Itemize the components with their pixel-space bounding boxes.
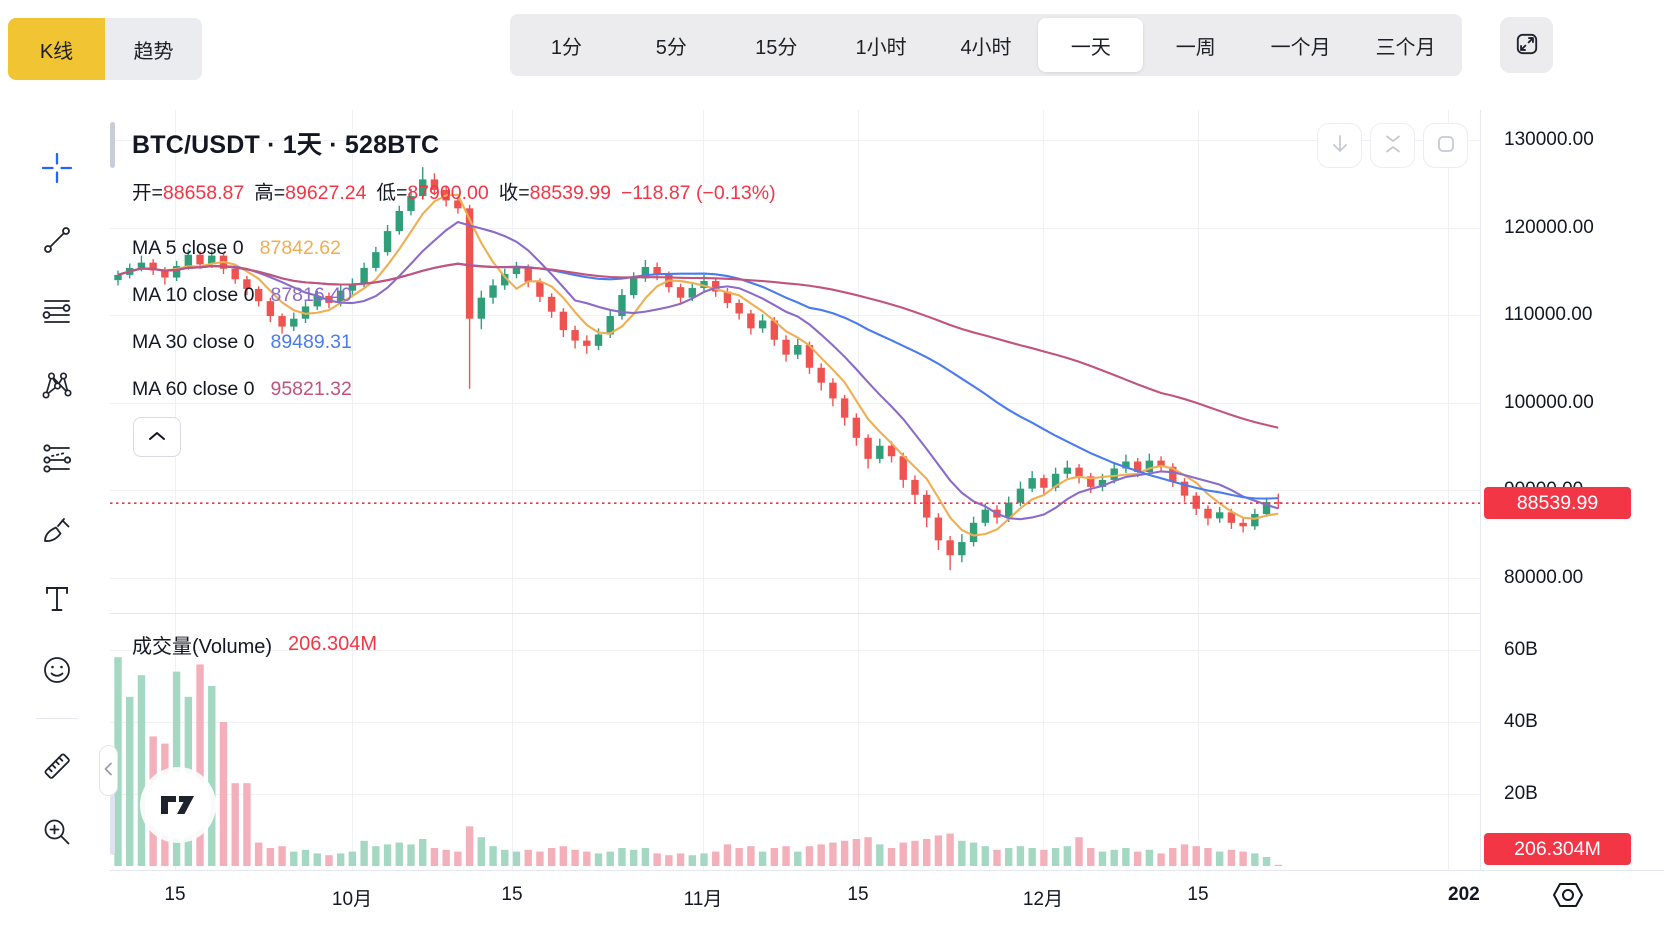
- timeframe-tab-5分[interactable]: 5分: [655, 36, 687, 59]
- current-price-badge: 88539.99: [1484, 487, 1631, 519]
- time-axis[interactable]: 15 10月 15 11月 15 12月 15 2026: [110, 870, 1480, 930]
- timeframe-tab-1小时[interactable]: 1小时: [855, 36, 907, 59]
- volume-value: 206.304M: [288, 632, 377, 655]
- trend-line-icon[interactable]: [40, 223, 74, 257]
- text-tool-icon[interactable]: [40, 582, 74, 616]
- volume-axis-label: 20B: [1504, 783, 1538, 804]
- time-axis-label: 15: [164, 884, 186, 905]
- price-axis-label: 120000.00: [1504, 216, 1594, 238]
- candlestick-chart[interactable]: [110, 110, 1480, 870]
- timeframe-bar: 1分 5分 15分 1小时 4小时 一天 一周 一个月 三个月: [510, 14, 1462, 76]
- emoji-icon[interactable]: [40, 653, 74, 687]
- tradingview-logo[interactable]: [145, 772, 211, 838]
- fib-lines-icon[interactable]: [40, 295, 74, 329]
- ruler-icon[interactable]: [40, 749, 74, 783]
- move-pane-down-button[interactable]: [1317, 123, 1362, 168]
- fullscreen-icon: [1514, 31, 1540, 60]
- time-axis-label: 15: [1187, 884, 1209, 905]
- price-axis-label: 130000.00: [1504, 129, 1594, 150]
- time-axis-label: 2026: [1448, 884, 1480, 905]
- time-axis-label: 15: [847, 884, 869, 905]
- parallel-channel-icon[interactable]: [40, 441, 74, 475]
- trend-mode-button[interactable]: 趋势: [105, 18, 202, 80]
- timeframe-tab-一天[interactable]: 一天: [1038, 18, 1144, 72]
- timeframe-tab-一周[interactable]: 一周: [1175, 36, 1216, 59]
- left-scroll-thumb-bottom[interactable]: [110, 795, 115, 855]
- price-axis-separator: [1480, 110, 1481, 870]
- timeframe-tab-1分[interactable]: 1分: [550, 36, 582, 59]
- brush-icon[interactable]: [40, 513, 74, 547]
- timeframe-tab-15分[interactable]: 15分: [755, 36, 798, 59]
- volume-legend: 成交量(Volume) 206.304M: [132, 630, 377, 658]
- current-volume-badge: 206.304M: [1484, 833, 1631, 865]
- toolbar-divider: [36, 718, 78, 719]
- gear-icon: [1550, 883, 1586, 916]
- time-axis-label: 12月: [1022, 889, 1064, 910]
- zoom-in-icon[interactable]: [40, 815, 74, 849]
- time-axis-label: 15: [501, 884, 523, 905]
- chevron-up-icon: [148, 430, 166, 445]
- time-axis-label: 10月: [331, 889, 373, 910]
- time-axis-label: 11月: [683, 889, 723, 910]
- price-axis-label: 110000.00: [1504, 304, 1593, 326]
- collapse-pane-button[interactable]: [1370, 123, 1415, 168]
- maximize-pane-button[interactable]: [1423, 123, 1468, 168]
- volume-axis-label: 40B: [1504, 711, 1538, 732]
- price-axis-label: 80000.00: [1504, 567, 1584, 588]
- price-axis-label: 100000.00: [1504, 391, 1594, 413]
- chevron-left-icon: [104, 762, 113, 779]
- maximize-icon: [1435, 133, 1457, 158]
- timeframe-tab-一个月[interactable]: 一个月: [1270, 36, 1331, 59]
- collapse-chevrons-icon: [1382, 133, 1404, 158]
- volume-axis-label: 60B: [1504, 639, 1538, 660]
- volume-label: 成交量(Volume): [132, 635, 273, 658]
- xabcd-pattern-icon[interactable]: [40, 368, 74, 402]
- chart-mode-switch: K线 趋势: [8, 18, 202, 80]
- kline-mode-button[interactable]: K线: [8, 18, 105, 80]
- left-scroll-thumb-top[interactable]: [110, 122, 115, 168]
- settings-gear-button[interactable]: [1549, 877, 1587, 915]
- fullscreen-button[interactable]: [1500, 17, 1553, 73]
- timeframe-tab-三个月[interactable]: 三个月: [1375, 36, 1436, 59]
- legend-collapse-button[interactable]: [133, 417, 181, 457]
- arrow-down-icon: [1329, 133, 1351, 158]
- time-axis-separator: [110, 870, 1664, 871]
- timeframe-tab-4小时[interactable]: 4小时: [960, 36, 1012, 59]
- crosshair-icon[interactable]: [40, 151, 74, 185]
- sidebar-collapse-handle[interactable]: [99, 745, 118, 796]
